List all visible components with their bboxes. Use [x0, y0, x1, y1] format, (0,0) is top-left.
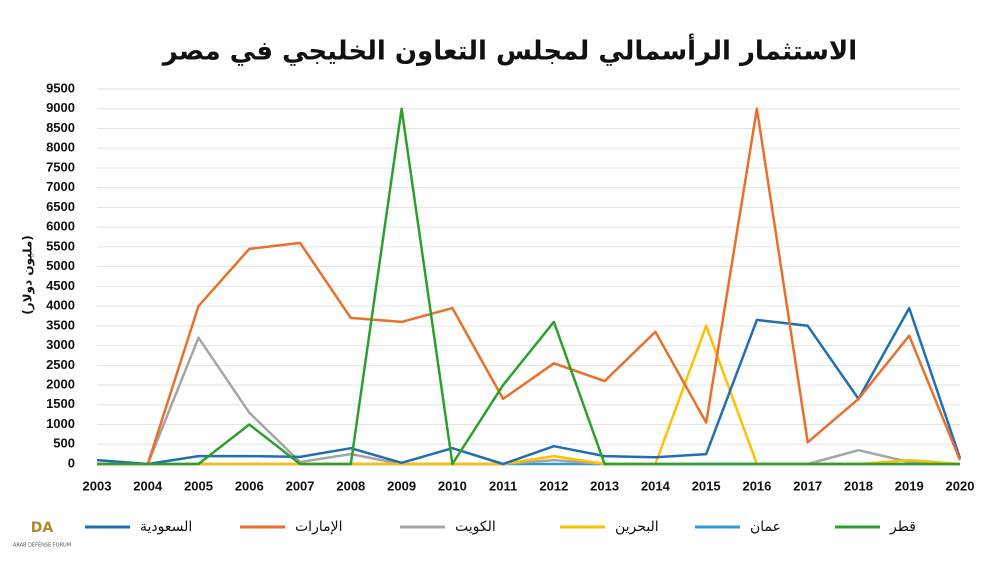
x-tick-label: 2011 — [489, 478, 517, 493]
y-tick-label: 7500 — [46, 159, 75, 174]
y-tick-label: 500 — [53, 436, 75, 451]
y-tick-label: 6000 — [46, 219, 75, 234]
x-tick-label: 2018 — [844, 478, 873, 493]
x-tick-label: 2017 — [793, 478, 822, 493]
x-tick-label: 2015 — [692, 478, 721, 493]
x-tick-label: 2007 — [286, 478, 315, 493]
series-line — [97, 107, 960, 466]
legend-label: قطر — [889, 519, 916, 535]
watermark-text: ARAB DEFENSE FORUM — [13, 543, 71, 549]
y-tick-label: 4000 — [46, 298, 75, 313]
legend-label: البحرين — [615, 519, 659, 535]
y-tick-label: 6500 — [46, 199, 75, 214]
y-tick-label: 2000 — [46, 376, 75, 391]
y-tick-label: 9500 — [46, 80, 75, 95]
x-tick-label: 2010 — [438, 478, 467, 493]
y-tick-label: 1500 — [46, 396, 75, 411]
y-tick-label: 0 — [68, 455, 75, 470]
y-tick-label: 7000 — [46, 179, 75, 194]
x-tick-label: 2004 — [133, 478, 163, 493]
y-tick-label: 5000 — [46, 258, 75, 273]
watermark-logo: DA — [31, 520, 54, 536]
y-tick-label: 4500 — [46, 278, 75, 293]
series-line — [96, 306, 962, 466]
y-tick-label: 1000 — [46, 416, 75, 431]
legend-label: عمان — [750, 519, 781, 535]
x-tick-label: 2003 — [83, 478, 112, 493]
series-line — [97, 336, 961, 466]
y-axis-label: (مليون دولار) — [21, 235, 36, 315]
y-tick-label: 9000 — [46, 100, 75, 115]
x-tick-label: 2020 — [946, 478, 975, 493]
legend-label: الكويت — [455, 519, 496, 535]
x-tick-label: 2009 — [387, 478, 416, 493]
y-tick-label: 8000 — [46, 140, 75, 155]
chart-title: الاستثمار الرأسمالي لمجلس التعاون الخليج… — [161, 34, 857, 67]
y-tick-label: 2500 — [46, 357, 75, 372]
legend-label: السعودية — [140, 519, 192, 535]
y-tick-label: 5500 — [46, 238, 75, 253]
x-tick-label: 2006 — [235, 478, 264, 493]
x-tick-label: 2008 — [336, 478, 365, 493]
x-tick-label: 2005 — [184, 478, 213, 493]
y-tick-label: 3500 — [46, 317, 75, 332]
x-tick-label: 2019 — [895, 478, 924, 493]
legend-label: الإمارات — [295, 519, 342, 535]
x-tick-label: 2014 — [641, 478, 671, 493]
x-tick-label: 2016 — [742, 478, 771, 493]
series-line — [97, 107, 962, 466]
y-tick-label: 8500 — [46, 120, 75, 135]
x-tick-label: 2012 — [539, 478, 568, 493]
y-tick-label: 3000 — [46, 337, 75, 352]
x-tick-label: 2013 — [590, 478, 619, 493]
